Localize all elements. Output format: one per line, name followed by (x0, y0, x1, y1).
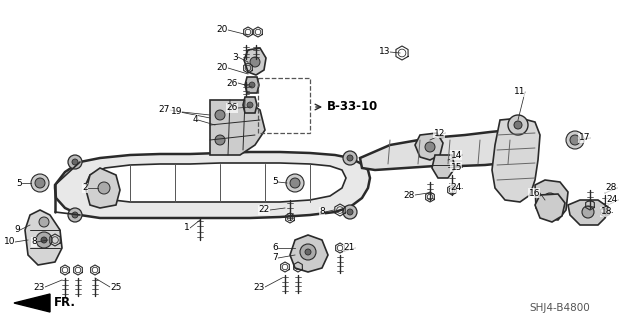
Text: 4: 4 (193, 115, 198, 124)
Circle shape (547, 197, 553, 203)
Text: 28: 28 (605, 183, 617, 192)
Text: 17: 17 (579, 133, 590, 143)
Polygon shape (86, 168, 120, 208)
Text: 25: 25 (110, 283, 122, 292)
Text: 10: 10 (3, 238, 15, 247)
Polygon shape (25, 210, 62, 265)
Polygon shape (243, 97, 257, 113)
Circle shape (305, 249, 311, 255)
Text: 11: 11 (513, 87, 525, 97)
Circle shape (215, 110, 225, 120)
Text: 7: 7 (272, 254, 278, 263)
Text: 9: 9 (14, 226, 20, 234)
Polygon shape (360, 130, 530, 170)
Text: 13: 13 (378, 48, 390, 56)
Circle shape (582, 206, 594, 218)
Circle shape (68, 155, 82, 169)
Circle shape (249, 82, 255, 88)
Text: 15: 15 (451, 162, 462, 172)
Polygon shape (568, 200, 608, 225)
Circle shape (347, 155, 353, 161)
Text: 19: 19 (170, 108, 182, 116)
Text: SHJ4-B4800: SHJ4-B4800 (530, 303, 590, 313)
Text: 24: 24 (607, 196, 618, 204)
Text: 24: 24 (451, 183, 462, 192)
Polygon shape (415, 133, 443, 160)
Text: 28: 28 (404, 190, 415, 199)
Circle shape (250, 57, 260, 67)
Text: 21: 21 (344, 243, 355, 253)
Circle shape (41, 237, 47, 243)
Circle shape (244, 104, 252, 112)
Text: 8: 8 (31, 238, 37, 247)
Circle shape (98, 182, 110, 194)
Polygon shape (535, 194, 565, 222)
Text: 5: 5 (16, 179, 22, 188)
Polygon shape (432, 155, 455, 178)
Polygon shape (290, 235, 328, 272)
Text: 22: 22 (259, 205, 270, 214)
Circle shape (286, 174, 304, 192)
Circle shape (514, 121, 522, 129)
Circle shape (347, 209, 353, 215)
Polygon shape (244, 48, 266, 75)
Circle shape (72, 159, 78, 165)
Text: FR.: FR. (54, 296, 76, 309)
Circle shape (35, 178, 45, 188)
Circle shape (566, 131, 584, 149)
Circle shape (215, 135, 225, 145)
Polygon shape (210, 100, 265, 155)
Circle shape (343, 151, 357, 165)
Circle shape (343, 205, 357, 219)
Text: 23: 23 (253, 283, 265, 292)
Text: 2: 2 (83, 183, 88, 192)
Polygon shape (55, 152, 370, 218)
Text: 3: 3 (232, 53, 238, 62)
Text: 16: 16 (529, 189, 540, 197)
Circle shape (31, 174, 49, 192)
Polygon shape (535, 180, 568, 220)
Text: 5: 5 (272, 177, 278, 187)
Text: 1: 1 (184, 224, 190, 233)
Text: 26: 26 (227, 78, 238, 87)
Circle shape (543, 193, 557, 207)
Text: 6: 6 (272, 243, 278, 253)
Circle shape (425, 142, 435, 152)
Text: 23: 23 (34, 283, 45, 292)
Polygon shape (492, 118, 540, 202)
Circle shape (290, 178, 300, 188)
Text: 12: 12 (434, 129, 445, 137)
Polygon shape (14, 294, 50, 312)
Circle shape (68, 208, 82, 222)
Circle shape (36, 232, 52, 248)
Circle shape (39, 217, 49, 227)
Circle shape (72, 212, 78, 218)
Polygon shape (86, 163, 346, 202)
Text: 26: 26 (227, 103, 238, 113)
Circle shape (247, 102, 253, 108)
Circle shape (300, 244, 316, 260)
Text: 20: 20 (216, 63, 228, 72)
Text: 27: 27 (159, 106, 170, 115)
Text: B-33-10: B-33-10 (327, 100, 378, 114)
Bar (258, 78, 310, 133)
Text: 8: 8 (319, 207, 325, 217)
Circle shape (570, 135, 580, 145)
Circle shape (508, 115, 528, 135)
Text: 20: 20 (216, 26, 228, 34)
Polygon shape (245, 77, 259, 93)
Text: 18: 18 (600, 207, 612, 217)
Text: 14: 14 (451, 151, 462, 160)
